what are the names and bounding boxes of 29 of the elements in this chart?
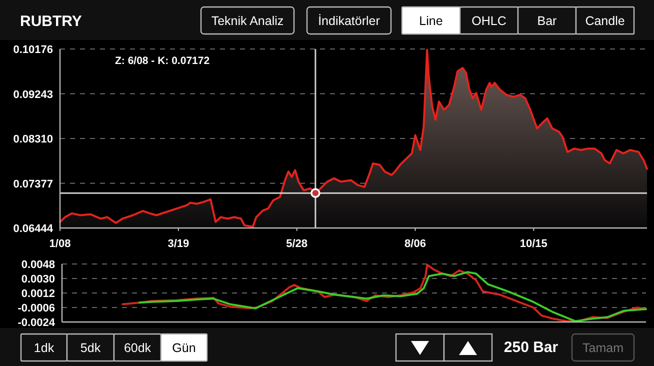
- y-tick-label: 0.06444: [13, 223, 54, 235]
- y-tick-label: 0.0012: [21, 288, 55, 300]
- y-tick-label: 0.10176: [13, 44, 53, 56]
- text: 250 Bar: [504, 339, 558, 356]
- y-tick-label: 0.09243: [13, 88, 53, 101]
- y-tick-label: 0.0030: [21, 274, 55, 286]
- x-tick-label: 10/15: [520, 238, 548, 250]
- x-tick-label: 3/19: [168, 238, 190, 250]
- y-tick-label: 0.08310: [13, 134, 53, 146]
- annotation: Z: 6/08 - K: 0.07172: [115, 55, 210, 67]
- text: 1dk: [34, 341, 55, 355]
- text: İndikatörler: [318, 14, 380, 28]
- y-tick-label: -0.0006: [18, 302, 55, 314]
- text: 5dk: [80, 341, 102, 355]
- text: Teknik Analiz: [211, 14, 284, 28]
- text: Line: [419, 14, 443, 28]
- y-tick-label: 0.0048: [21, 259, 55, 271]
- chart-title: RUBTRY: [20, 13, 82, 30]
- x-tick-label: 1/08: [49, 238, 71, 250]
- text: 60dk: [124, 341, 152, 355]
- y-tick-label: -0.0024: [18, 317, 56, 329]
- text: Gün: [172, 341, 196, 355]
- text: Candle: [585, 14, 625, 28]
- x-tick-label: 5/28: [286, 238, 308, 250]
- text: Tamam: [582, 341, 624, 355]
- text: Bar: [537, 14, 557, 28]
- text: OHLC: [472, 14, 506, 28]
- x-tick-label: 8/06: [404, 238, 426, 250]
- y-tick-label: 0.07377: [13, 178, 53, 190]
